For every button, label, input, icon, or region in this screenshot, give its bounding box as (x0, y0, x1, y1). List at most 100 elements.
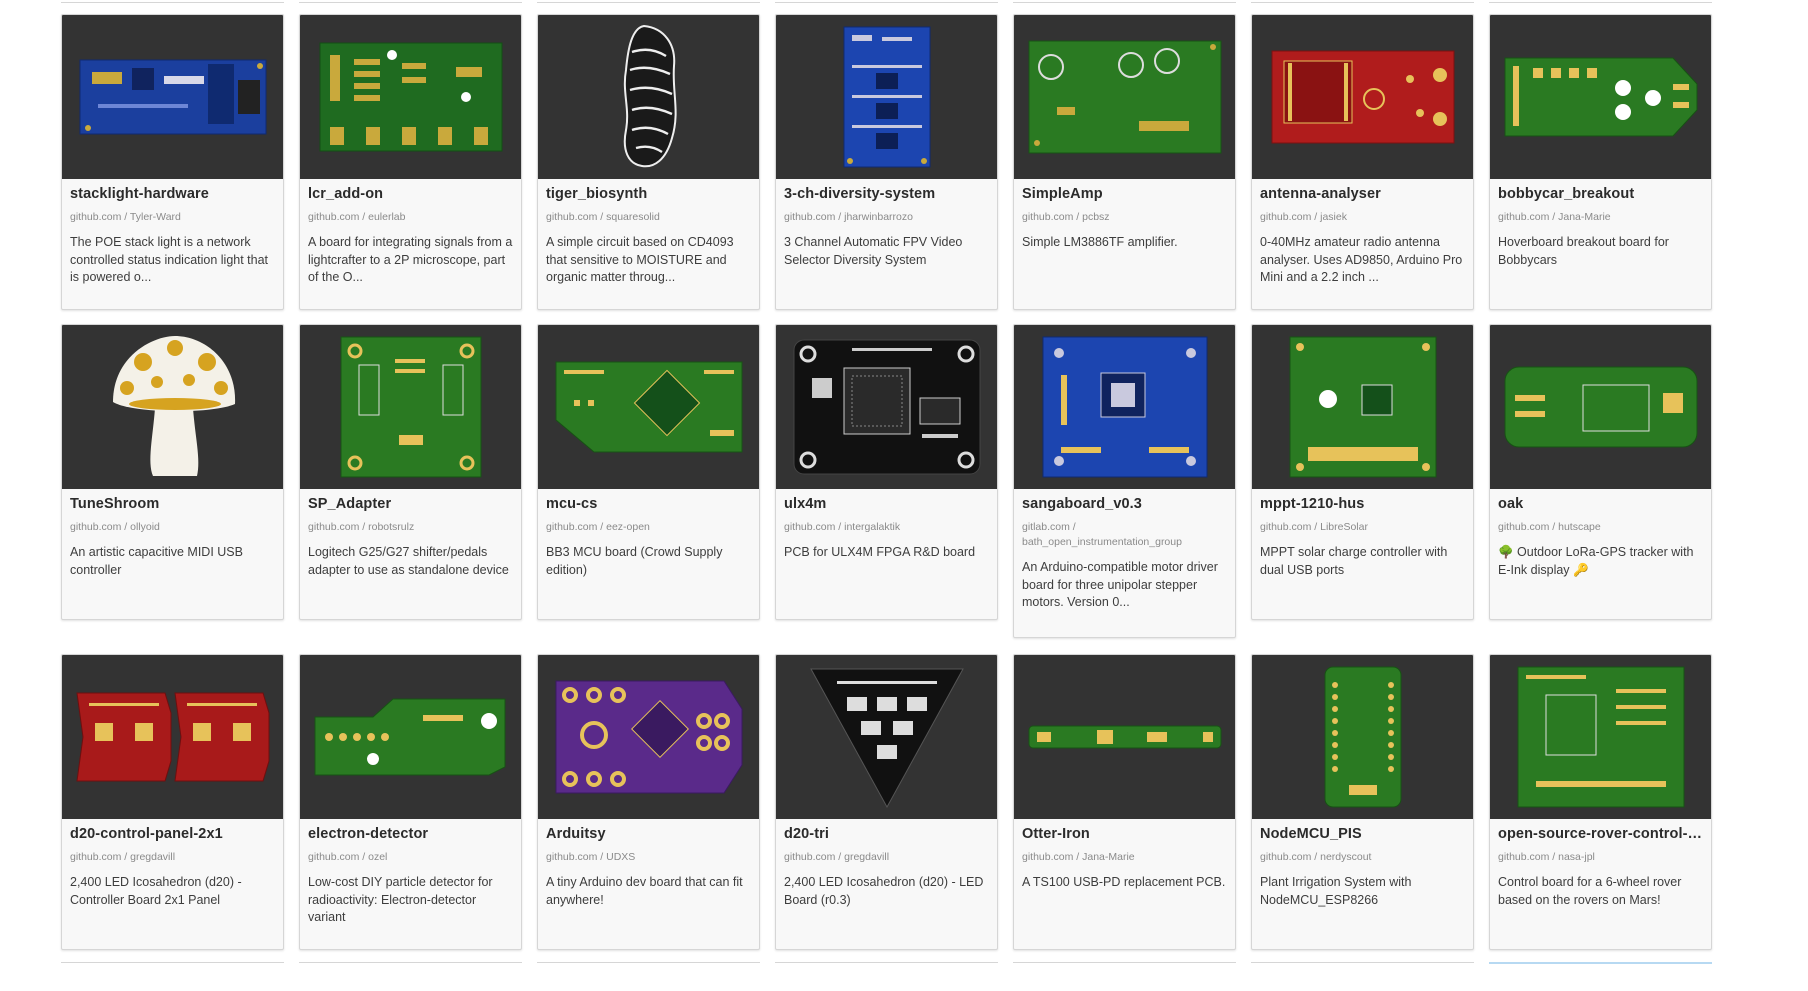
project-title[interactable]: ulx4m (784, 496, 827, 512)
project-title[interactable]: NodeMCU_PIS (1260, 826, 1362, 842)
project-description: Control board for a 6-wheel rover based … (1498, 875, 1682, 907)
project-title[interactable]: Otter-Iron (1022, 826, 1090, 842)
project-description: PCB for ULX4M FPGA R&D board (784, 545, 976, 559)
green-pcb-thumbnail[interactable] (300, 325, 521, 489)
project-description: MPPT solar charge controller with dual U… (1260, 545, 1448, 577)
red-pcb-thumbnail[interactable] (62, 655, 283, 819)
project-title[interactable]: antenna-analyser (1260, 186, 1381, 202)
project-card[interactable]: SP_Adapter github.com / robotsrulz Logit… (299, 324, 522, 620)
project-source[interactable]: github.com / gregdavill (70, 851, 176, 863)
project-source[interactable]: github.com / Tyler-Ward (70, 211, 181, 223)
project-card[interactable]: bobbycar_breakout github.com / Jana-Mari… (1489, 14, 1712, 310)
project-grid-row-1: stacklight-hardware github.com / Tyler-W… (61, 14, 1712, 310)
project-title[interactable]: mppt-1210-hus (1260, 496, 1365, 512)
green-pcb-thumbnail[interactable] (1490, 15, 1711, 179)
project-card[interactable]: 3-ch-diversity-system github.com / jharw… (775, 14, 998, 310)
green-pcb-thumbnail[interactable] (1014, 655, 1235, 819)
project-title[interactable]: stacklight-hardware (70, 186, 209, 202)
project-source[interactable]: github.com / intergalaktik (784, 521, 901, 533)
project-title[interactable]: open-source-rover-control-b... (1498, 826, 1703, 842)
black-pcb-thumbnail[interactable] (776, 325, 997, 489)
project-description: A tiny Arduino dev board that can fit an… (546, 875, 743, 907)
project-source[interactable]: github.com / jasiek (1260, 211, 1347, 223)
project-card[interactable]: electron-detector github.com / ozel Low-… (299, 654, 522, 950)
project-card[interactable]: oak github.com / hutscape 🌳 Outdoor LoRa… (1489, 324, 1712, 620)
blue-pcb-thumbnail[interactable] (62, 15, 283, 179)
project-card[interactable]: SimpleAmp github.com / pcbsz Simple LM38… (1013, 14, 1236, 310)
green-pcb-thumbnail[interactable] (300, 15, 521, 179)
project-card[interactable]: d20-control-panel-2x1 github.com / gregd… (61, 654, 284, 950)
project-title[interactable]: SimpleAmp (1022, 186, 1103, 202)
project-title[interactable]: electron-detector (308, 826, 429, 842)
project-title[interactable]: sangaboard_v0.3 (1022, 496, 1142, 512)
project-title[interactable]: SP_Adapter (308, 496, 392, 512)
project-description: An artistic capacitive MIDI USB controll… (70, 545, 243, 577)
project-source[interactable]: github.com / squaresolid (546, 211, 660, 223)
project-title[interactable]: d20-tri (784, 826, 830, 842)
red-pcb-thumbnail[interactable] (1252, 15, 1473, 179)
project-card[interactable]: stacklight-hardware github.com / Tyler-W… (61, 14, 284, 310)
project-card[interactable]: mppt-1210-hus github.com / LibreSolar MP… (1251, 324, 1474, 620)
project-card[interactable]: tiger_biosynth github.com / squaresolid … (537, 14, 760, 310)
project-description: Logitech G25/G27 shifter/pedals adapter … (308, 545, 509, 577)
project-source[interactable]: github.com / robotsrulz (308, 521, 415, 533)
black-triangle-pcb-thumbnail[interactable] (776, 655, 997, 819)
project-source[interactable]: github.com / UDXS (546, 851, 636, 863)
project-description: Simple LM3886TF amplifier. (1022, 235, 1178, 249)
purple-pcb-thumbnail[interactable] (538, 655, 759, 819)
mushroom-pcb-thumbnail[interactable] (62, 325, 283, 489)
project-card[interactable]: TuneShroom github.com / ollyoid An artis… (61, 324, 284, 620)
project-source[interactable]: github.com / nerdyscout (1260, 851, 1372, 863)
green-pcb-thumbnail[interactable] (1490, 655, 1711, 819)
project-card[interactable]: Otter-Iron github.com / Jana-Marie A TS1… (1013, 654, 1236, 950)
project-title[interactable]: Arduitsy (546, 826, 606, 842)
project-source[interactable]: github.com / nasa-jpl (1498, 851, 1595, 863)
project-title[interactable]: lcr_add-on (308, 186, 384, 202)
project-description: Plant Irrigation System with NodeMCU_ESP… (1260, 875, 1412, 907)
project-source[interactable]: github.com / Jana-Marie (1022, 851, 1135, 863)
green-pcb-thumbnail[interactable] (1252, 655, 1473, 819)
project-description: A simple circuit based on CD4093 that se… (546, 235, 734, 284)
project-card[interactable]: mcu-cs github.com / eez-open BB3 MCU boa… (537, 324, 760, 620)
project-source[interactable]: github.com / LibreSolar (1260, 521, 1368, 533)
project-source[interactable]: gitlab.com / bath_open_instrumentation_g… (1022, 521, 1182, 548)
project-source[interactable]: github.com / hutscape (1498, 521, 1601, 533)
project-source[interactable]: github.com / Jana-Marie (1498, 211, 1611, 223)
green-pcb-thumbnail[interactable] (1490, 325, 1711, 489)
green-pcb-thumbnail[interactable] (1252, 325, 1473, 489)
project-card[interactable]: NodeMCU_PIS github.com / nerdyscout Plan… (1251, 654, 1474, 950)
green-pcb-thumbnail[interactable] (538, 325, 759, 489)
project-title[interactable]: d20-control-panel-2x1 (70, 826, 223, 842)
blue-pcb-thumbnail[interactable] (1014, 325, 1235, 489)
project-title[interactable]: tiger_biosynth (546, 186, 648, 202)
project-description: The POE stack light is a network control… (70, 235, 269, 284)
project-title[interactable]: oak (1498, 496, 1524, 512)
project-card[interactable]: ulx4m github.com / intergalaktik PCB for… (775, 324, 998, 620)
project-title[interactable]: bobbycar_breakout (1498, 186, 1635, 202)
project-description: A board for integrating signals from a l… (308, 235, 513, 284)
project-card[interactable]: antenna-analyser github.com / jasiek 0-4… (1251, 14, 1474, 310)
project-grid-row-2: TuneShroom github.com / ollyoid An artis… (61, 324, 1712, 638)
project-source[interactable]: github.com / gregdavill (784, 851, 890, 863)
project-title[interactable]: TuneShroom (70, 496, 160, 512)
project-source[interactable]: github.com / ollyoid (70, 521, 160, 533)
project-card[interactable]: open-source-rover-control-b... github.co… (1489, 654, 1712, 950)
project-source[interactable]: github.com / eulerlab (308, 211, 406, 223)
green-pcb-thumbnail[interactable] (1014, 15, 1235, 179)
project-source[interactable]: github.com / eez-open (546, 521, 650, 533)
project-source[interactable]: github.com / ozel (308, 851, 388, 863)
project-card[interactable]: lcr_add-on github.com / eulerlab A board… (299, 14, 522, 310)
project-source[interactable]: github.com / jharwinbarrozo (784, 211, 913, 223)
project-title[interactable]: mcu-cs (546, 496, 598, 512)
tiger-pcb-thumbnail[interactable] (538, 15, 759, 179)
project-title[interactable]: 3-ch-diversity-system (784, 186, 936, 202)
green-pcb-thumbnail[interactable] (300, 655, 521, 819)
project-card[interactable]: d20-tri github.com / gregdavill 2,400 LE… (775, 654, 998, 950)
project-source[interactable]: github.com / pcbsz (1022, 211, 1110, 223)
project-description: Hoverboard breakout board for Bobbycars (1498, 235, 1669, 267)
project-description: A TS100 USB-PD replacement PCB. (1022, 875, 1226, 889)
project-grid-row-3: d20-control-panel-2x1 github.com / gregd… (61, 654, 1712, 950)
project-card[interactable]: sangaboard_v0.3 gitlab.com / bath_open_i… (1013, 324, 1236, 638)
blue-pcb-thumbnail[interactable] (776, 15, 997, 179)
project-card[interactable]: Arduitsy github.com / UDXS A tiny Arduin… (537, 654, 760, 950)
